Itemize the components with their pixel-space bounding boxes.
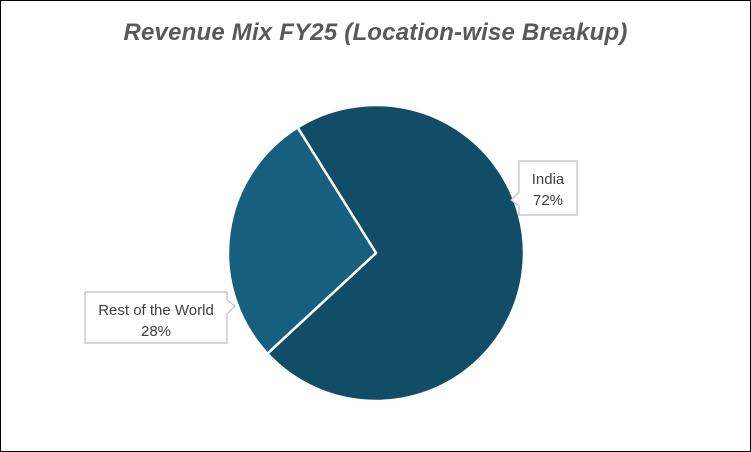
data-label-category: India	[532, 171, 565, 188]
pie-slice-rest-of-the-world	[226, 126, 378, 355]
pie-slices	[226, 103, 526, 403]
data-labels: India 72% Rest of the World 28%	[84, 160, 578, 344]
data-label-rest-of-the-world: Rest of the World 28%	[84, 291, 236, 344]
data-label-box	[510, 160, 578, 216]
data-label-value: 28%	[141, 323, 171, 340]
chart-title: Revenue Mix FY25 (Location-wise Breakup)	[123, 19, 628, 46]
data-label-value: 72%	[533, 192, 563, 209]
pie-slice-india	[266, 103, 526, 403]
data-label-india: India 72%	[510, 160, 578, 216]
data-label-box	[84, 291, 236, 344]
data-label-category: Rest of the World	[98, 302, 214, 319]
